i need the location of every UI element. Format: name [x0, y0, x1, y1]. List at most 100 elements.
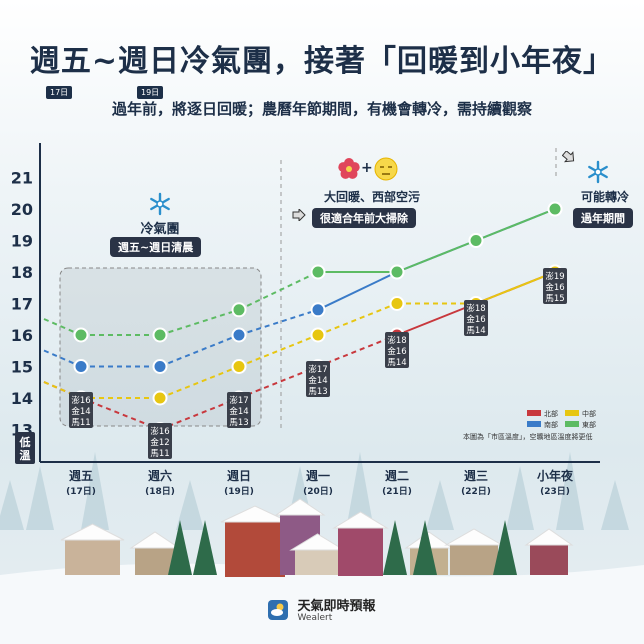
data-point	[389, 264, 405, 280]
snowflake-icon-2	[588, 160, 608, 184]
data-point	[468, 233, 484, 248]
date-tag-19: 19日	[137, 86, 164, 99]
house	[225, 522, 285, 577]
house-roof	[274, 498, 326, 516]
cloud-sun-icon	[268, 600, 289, 624]
pine-tree	[493, 520, 517, 575]
series-line-東部	[238, 271, 319, 311]
flower-icon	[338, 158, 360, 179]
island-label: 馬11	[150, 449, 169, 459]
legend-swatch	[527, 421, 541, 427]
legend-label: 南部	[544, 420, 558, 429]
page-title: 週五~週日冷氣團，接著「回暖到小年夜」	[29, 44, 615, 79]
data-point	[547, 201, 563, 217]
background-tree	[0, 480, 24, 530]
house-roof	[444, 528, 504, 546]
house	[135, 548, 175, 575]
x-tick-date: (21日)	[382, 486, 412, 497]
x-tick-date: (20日)	[303, 486, 333, 497]
x-tick-label: 週五	[69, 468, 93, 483]
cooling-label: 可能轉冷	[580, 190, 629, 204]
legend-label: 東部	[582, 420, 596, 429]
house-roof	[60, 523, 125, 541]
warm-label: 大回暖、西部空污	[323, 190, 420, 204]
brand-name-en: Wealert	[297, 613, 333, 624]
background-tree	[506, 466, 534, 530]
brand-name: 天氣即時預報	[297, 599, 376, 614]
arrow-down-right-icon	[562, 151, 575, 163]
snow-ground	[0, 563, 644, 644]
house-roof	[524, 528, 574, 546]
island-label: 澎19	[545, 271, 564, 282]
island-label: 馬14	[466, 326, 485, 336]
house-roof	[332, 511, 389, 529]
y-tick-label: 19	[11, 232, 33, 251]
background-tree	[81, 452, 109, 530]
x-tick-label: 週二	[385, 468, 409, 483]
x-tick-date: (18日)	[145, 486, 175, 497]
island-label: 馬11	[71, 418, 90, 428]
background-tree	[26, 466, 54, 530]
cold-front-label: 冷氣團	[140, 222, 180, 237]
x-tick-date: (22日)	[461, 486, 491, 497]
series-line-中部	[317, 302, 398, 336]
series-line-東部	[396, 239, 477, 273]
island-label: 金16	[466, 314, 485, 325]
house	[65, 540, 120, 575]
island-label-box	[227, 392, 251, 428]
background-tree	[346, 452, 374, 530]
house-roof	[129, 531, 181, 549]
island-label: 金14	[71, 406, 90, 417]
background-tree	[426, 480, 454, 530]
date-tag-17: 17日	[46, 86, 73, 99]
series-lead-東部	[43, 318, 82, 336]
island-label: 澎16	[150, 426, 169, 437]
y-tick-label: 14	[11, 389, 33, 408]
x-tick-date: (17日)	[66, 486, 96, 497]
data-point	[152, 359, 168, 374]
series-line-南部	[317, 271, 398, 311]
x-tick-label: 週六	[148, 468, 172, 483]
y-tick-label: 20	[11, 200, 33, 219]
data-point	[231, 302, 247, 318]
series-line-北部	[396, 302, 477, 336]
island-label-box	[543, 268, 567, 304]
data-point	[73, 359, 89, 374]
snowflake-icon	[150, 192, 170, 216]
island-label: 馬13	[308, 387, 327, 397]
series-line-中部	[475, 271, 556, 305]
data-point	[310, 302, 326, 318]
cooling-pill: 過年期間	[573, 208, 633, 228]
data-point	[152, 327, 168, 343]
cold-front-pill: 週五~週日清晨	[110, 237, 202, 257]
data-point	[231, 359, 247, 374]
island-label: 澎17	[308, 364, 327, 375]
island-label: 馬15	[545, 294, 564, 304]
data-point	[310, 327, 326, 343]
house-roof	[289, 533, 346, 551]
island-label: 金14	[308, 375, 327, 386]
footnote: 本圖為「市區溫度」，空曠地區溫度將更低	[463, 433, 593, 441]
island-label-box	[69, 392, 93, 428]
island-label: 澎16	[71, 395, 90, 406]
house	[338, 528, 383, 576]
legend-label: 中部	[582, 409, 596, 418]
island-label: 金14	[229, 406, 248, 417]
data-point	[73, 327, 89, 343]
series-line-東部	[159, 308, 240, 336]
island-label: 金16	[545, 282, 564, 293]
house	[450, 545, 498, 575]
data-point	[152, 390, 168, 406]
island-label-box	[306, 361, 330, 397]
y-tick-label: 18	[11, 263, 33, 282]
footer: 天氣即時預報 Wealert	[0, 599, 644, 624]
smog-face-icon	[374, 157, 398, 181]
data-point	[389, 296, 405, 311]
series-lead-南部	[43, 349, 82, 368]
island-label-box	[385, 332, 409, 368]
y-tick-label: 15	[11, 358, 33, 377]
island-label: 澎17	[229, 395, 248, 406]
data-point	[231, 327, 247, 343]
x-tick-date: (23日)	[540, 486, 570, 497]
